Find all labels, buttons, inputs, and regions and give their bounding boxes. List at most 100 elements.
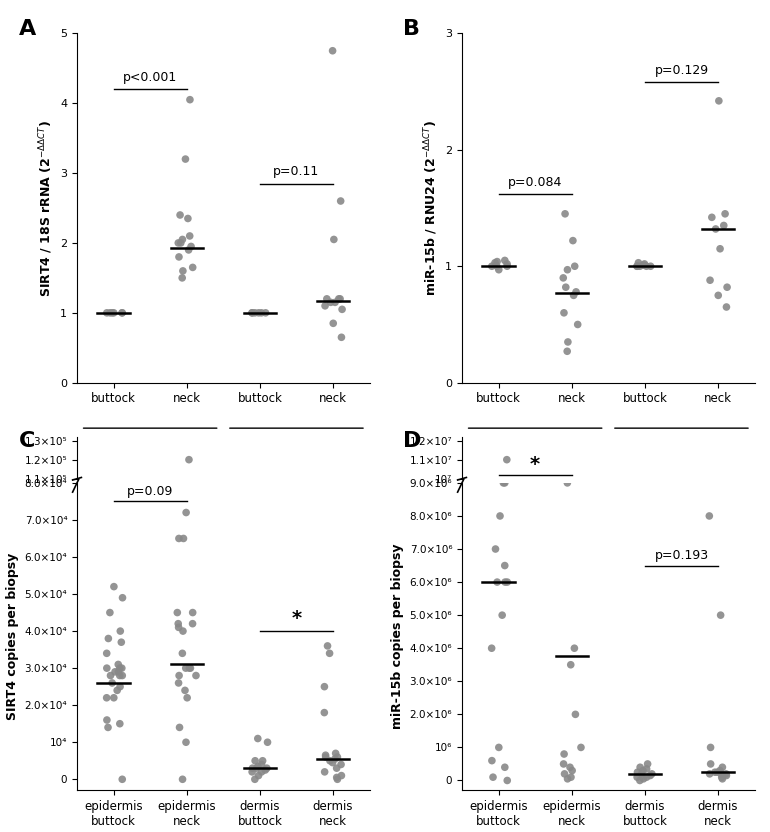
Point	[637, 764, 649, 777]
Point	[335, 330, 347, 344]
Point	[172, 250, 185, 264]
Point	[176, 681, 189, 695]
Point	[183, 625, 196, 638]
Point	[638, 259, 650, 272]
Y-axis label: SIRT4 / 18S rRNA (2$^{-\Delta\Delta CT}$): SIRT4 / 18S rRNA (2$^{-\Delta\Delta CT}$…	[37, 120, 55, 296]
Point	[102, 655, 114, 668]
Point	[101, 691, 113, 705]
Text: D: D	[403, 430, 422, 450]
Point	[570, 285, 582, 299]
Point	[490, 529, 502, 542]
Point	[246, 678, 258, 691]
Point	[705, 210, 718, 224]
Point	[186, 617, 199, 631]
Point	[715, 661, 728, 674]
Point	[335, 680, 347, 693]
Point	[114, 653, 126, 666]
Point	[634, 655, 646, 668]
Point	[501, 260, 514, 273]
Point	[173, 655, 186, 668]
Point	[557, 271, 570, 285]
Point	[177, 265, 189, 278]
Text: 60-66 years: 60-66 years	[115, 453, 186, 466]
Point	[181, 691, 193, 705]
Point	[564, 760, 576, 774]
Point	[714, 242, 726, 255]
Point	[102, 721, 114, 734]
Point	[565, 661, 578, 674]
Point	[177, 532, 189, 545]
Point	[714, 764, 726, 777]
Text: 60-66 years: 60-66 years	[500, 453, 571, 466]
Text: *: *	[291, 609, 302, 628]
Point	[335, 674, 347, 687]
Point	[494, 510, 506, 523]
Point	[634, 774, 646, 787]
Point	[106, 632, 119, 646]
Point	[486, 651, 498, 665]
Point	[499, 539, 511, 552]
Point	[631, 661, 643, 674]
Point	[638, 772, 650, 785]
Point	[324, 672, 336, 686]
Point	[566, 657, 578, 671]
Point	[256, 672, 269, 686]
Point	[334, 195, 346, 208]
Point	[720, 659, 732, 672]
Point	[116, 773, 129, 786]
Point	[646, 659, 658, 672]
Point	[326, 673, 339, 686]
Point	[323, 617, 336, 631]
Point	[324, 295, 336, 309]
Point	[634, 260, 646, 273]
Point	[250, 761, 263, 775]
Point	[246, 765, 258, 779]
Point	[249, 681, 261, 695]
Point	[323, 646, 336, 660]
Point	[329, 671, 341, 685]
Point	[179, 152, 192, 166]
Point	[104, 306, 116, 319]
Point	[641, 656, 653, 669]
Point	[180, 735, 192, 749]
Point	[714, 657, 726, 671]
Point	[644, 260, 657, 273]
Point	[703, 510, 715, 523]
Point	[116, 661, 128, 675]
Point	[261, 676, 273, 690]
Point	[557, 653, 570, 666]
Point	[108, 306, 120, 319]
Point	[567, 289, 580, 302]
Point	[104, 606, 116, 619]
Point	[109, 666, 121, 679]
Point	[116, 306, 129, 319]
Point	[568, 260, 581, 273]
Point	[641, 757, 654, 770]
Point	[173, 669, 186, 682]
Point	[173, 721, 186, 734]
Point	[719, 207, 732, 220]
Point	[256, 765, 268, 779]
Point	[171, 596, 183, 609]
Point	[641, 762, 653, 775]
Point	[326, 44, 339, 57]
Point	[568, 587, 581, 600]
Point	[558, 767, 571, 780]
Point	[634, 662, 646, 676]
Point	[186, 596, 199, 609]
Point	[102, 631, 115, 645]
Point	[116, 591, 129, 604]
Point	[116, 628, 129, 641]
Point	[557, 757, 570, 770]
Point	[499, 576, 511, 589]
Point	[111, 684, 123, 697]
Point	[319, 300, 331, 313]
Point	[720, 769, 732, 782]
Point	[176, 773, 189, 786]
Point	[564, 655, 576, 668]
Point	[182, 453, 195, 466]
Point	[568, 641, 581, 655]
Point	[638, 661, 650, 675]
Point	[184, 661, 196, 675]
Point	[705, 740, 717, 754]
